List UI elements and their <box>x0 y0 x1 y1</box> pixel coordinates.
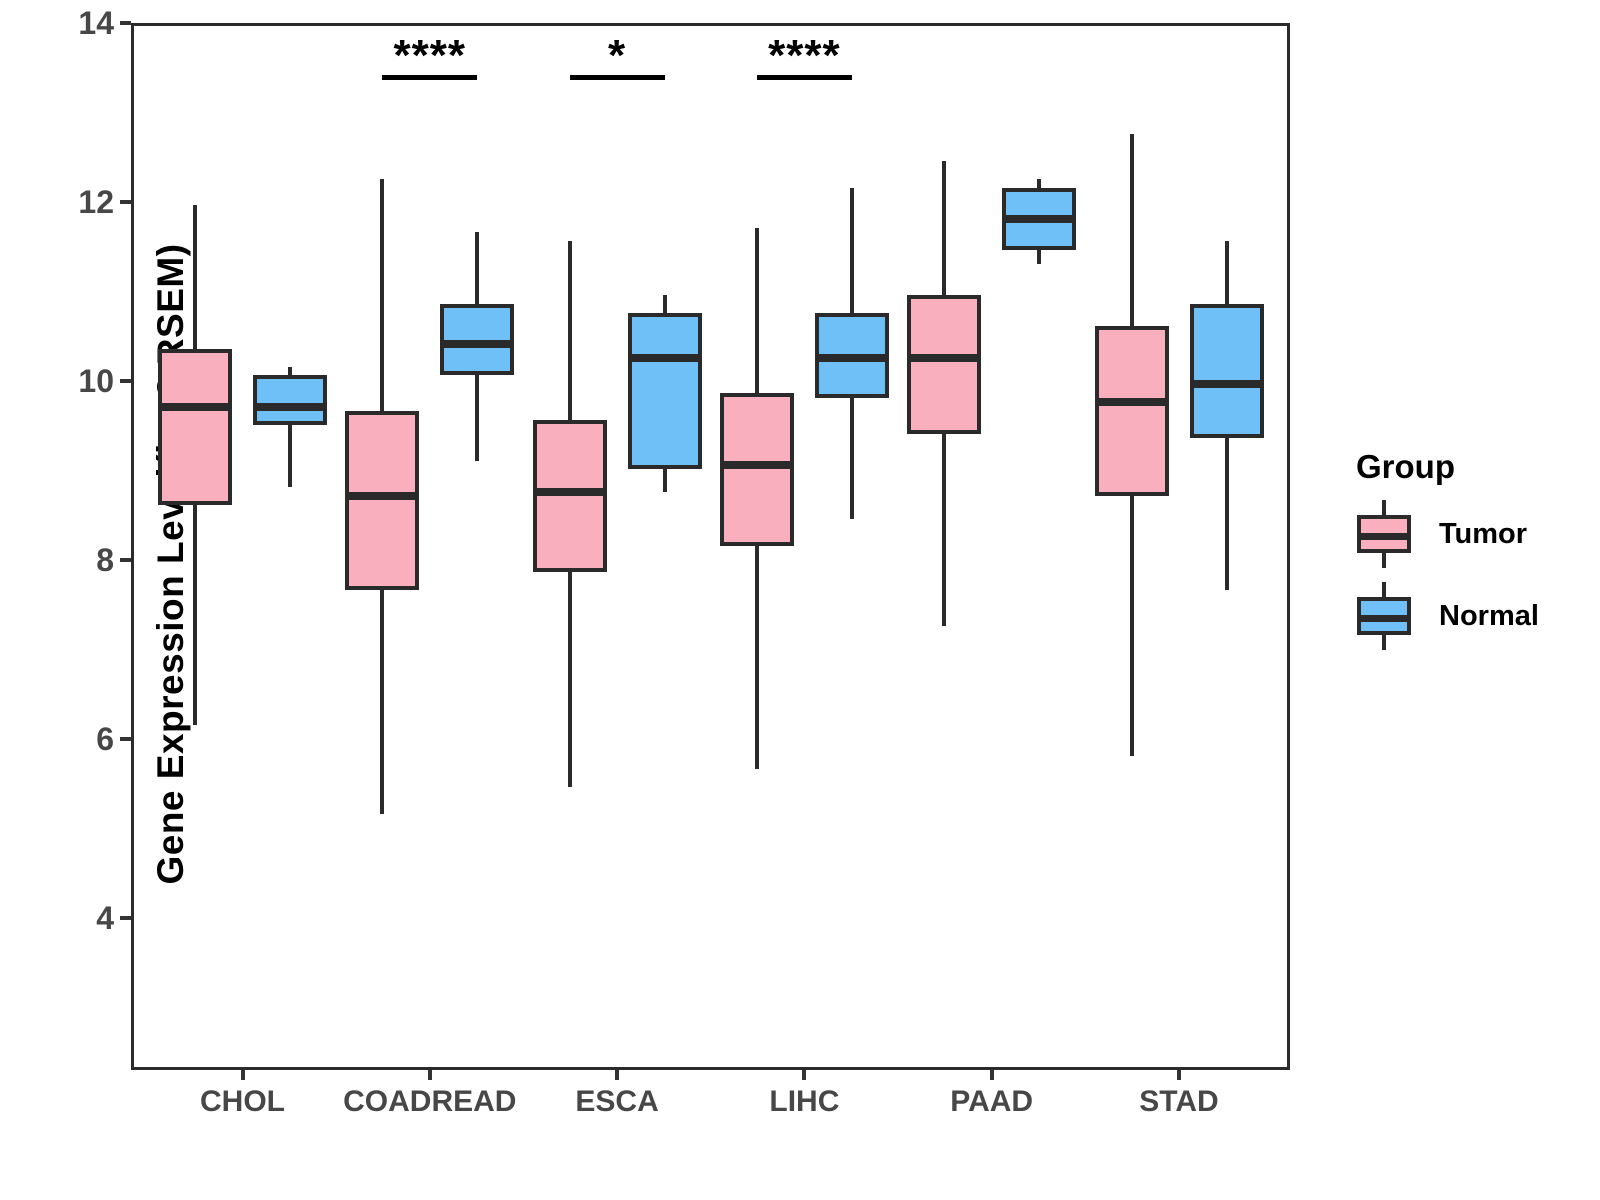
y-axis-tick-mark <box>120 200 131 205</box>
legend: Group Tumor Normal <box>1356 448 1539 650</box>
x-axis-tick-mark <box>240 1070 245 1080</box>
y-axis-tick-label: 12 <box>78 184 114 221</box>
box-tumor-LIHC <box>719 393 794 546</box>
y-axis-tick-mark <box>120 916 131 921</box>
box-tumor-PAAD <box>907 294 982 434</box>
plot-panel: Gene Expression Level(log2 RSEM) 4 6 8 10 12… <box>78 6 1290 1118</box>
legend-key-median <box>1357 615 1411 622</box>
y-axis-tick-label: 8 <box>96 542 114 579</box>
y-axis-tick-label: 10 <box>78 363 114 400</box>
significance-stars-ESCA: * <box>608 31 627 80</box>
box-tumor-COADREAD <box>345 411 420 591</box>
median-normal-CHOL <box>253 402 327 411</box>
median-normal-STAD <box>1189 380 1264 389</box>
median-normal-ESCA <box>627 353 702 362</box>
median-normal-LIHC <box>814 353 889 362</box>
box-normal-STAD <box>1189 303 1264 439</box>
box-tumor-STAD <box>1094 326 1169 497</box>
y-axis-tick-mark <box>120 21 131 26</box>
median-tumor-STAD <box>1094 398 1169 407</box>
significance-stars-COADREAD: **** <box>393 31 467 80</box>
y-axis-tick-label: 6 <box>96 721 114 758</box>
y-axis-tick-label: 14 <box>78 5 114 42</box>
significance-stars-LIHC: **** <box>768 31 841 80</box>
x-axis-tick-mark <box>615 1070 620 1080</box>
median-normal-PAAD <box>1002 214 1077 223</box>
x-axis-tick-mark <box>1177 1070 1181 1080</box>
x-axis-tick-label: COADREAD <box>343 1085 517 1118</box>
median-tumor-CHOL <box>158 402 232 411</box>
y-axis-tick-mark <box>120 558 131 563</box>
box-normal-COADREAD <box>440 303 515 376</box>
legend-boxplot-key-icon <box>1356 582 1412 650</box>
box-normal-ESCA <box>627 312 702 470</box>
legend-label: Normal <box>1439 599 1539 632</box>
significance-bar-LIHC <box>756 75 852 80</box>
median-tumor-COADREAD <box>345 492 420 501</box>
x-axis-tick-label: STAD <box>1139 1085 1219 1118</box>
x-axis-tick-label: LIHC <box>769 1085 840 1118</box>
x-axis-tick-label: ESCA <box>575 1085 659 1118</box>
legend-key-box <box>1357 515 1411 553</box>
y-axis-tick-mark <box>120 379 131 384</box>
legend-key-median <box>1357 533 1411 540</box>
y-axis-tick-label: 4 <box>96 900 114 937</box>
median-tumor-ESCA <box>532 487 607 496</box>
y-axis-title: Gene Expression Level(log2 RSEM) <box>150 243 191 885</box>
x-axis-tick-mark <box>427 1070 432 1080</box>
whisker-normal-CHOL <box>288 366 292 488</box>
median-normal-COADREAD <box>440 340 515 349</box>
legend-key-box <box>1357 597 1411 635</box>
x-axis-tick-mark <box>989 1070 994 1080</box>
legend-entry-normal: Normal <box>1356 582 1539 650</box>
legend-entry-tumor: Tumor <box>1356 500 1539 568</box>
legend-label: Tumor <box>1439 517 1528 550</box>
y-axis-tick-mark <box>120 737 131 742</box>
median-tumor-PAAD <box>907 353 982 362</box>
box-normal-CHOL <box>253 375 327 425</box>
x-axis-tick-label: CHOL <box>200 1085 285 1118</box>
box-tumor-ESCA <box>532 420 607 573</box>
median-tumor-LIHC <box>719 460 794 469</box>
legend-boxplot-key-icon <box>1356 500 1412 568</box>
legend-title: Group <box>1356 448 1455 485</box>
legend-entries: Tumor Normal <box>1356 500 1539 650</box>
significance-bar-ESCA <box>569 75 665 80</box>
x-axis-tick-mark <box>802 1070 807 1080</box>
x-axis-tick-label: PAAD <box>950 1085 1034 1118</box>
box-tumor-CHOL <box>158 348 232 506</box>
significance-bar-COADREAD <box>382 75 478 80</box>
